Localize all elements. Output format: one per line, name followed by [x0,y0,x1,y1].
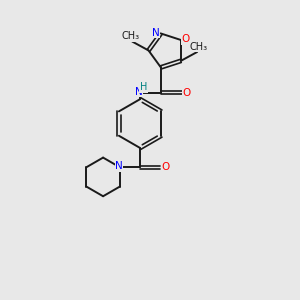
Text: CH₃: CH₃ [122,31,140,41]
Text: H: H [140,82,147,92]
Text: O: O [182,34,190,44]
Text: N: N [135,87,142,97]
Text: O: O [183,88,191,98]
Text: CH₃: CH₃ [190,42,208,52]
Text: N: N [115,161,123,171]
Text: N: N [152,28,160,38]
Text: O: O [161,162,170,172]
